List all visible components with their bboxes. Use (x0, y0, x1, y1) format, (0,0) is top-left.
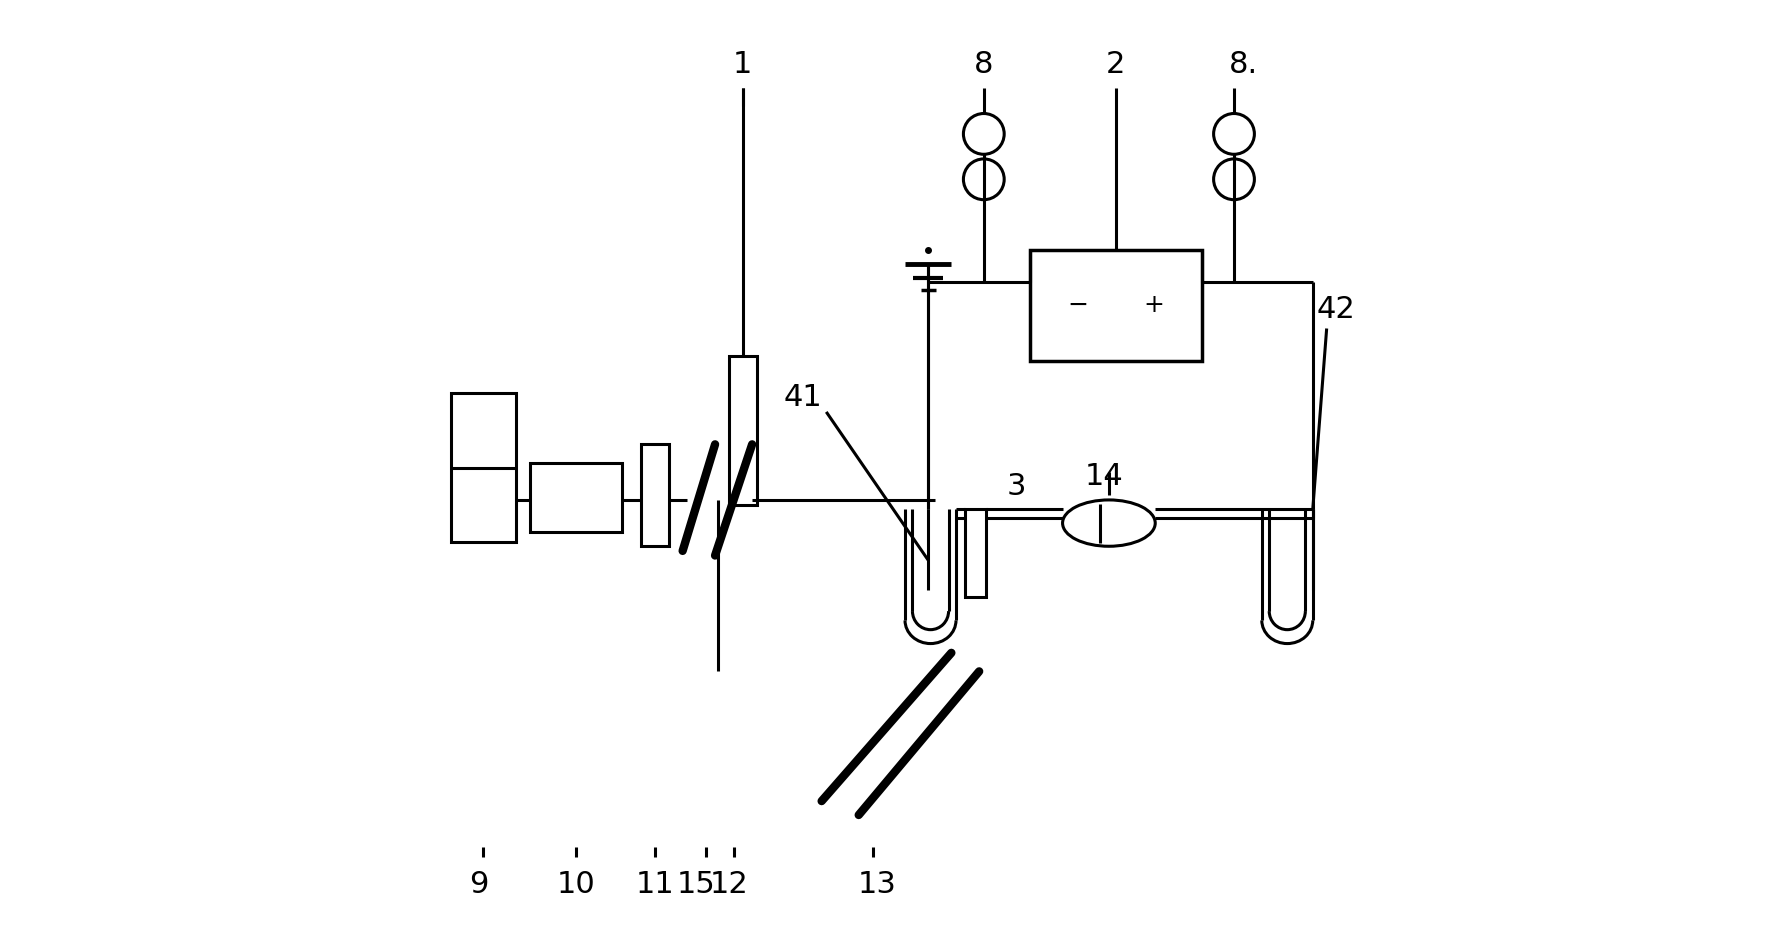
Text: 1: 1 (734, 50, 752, 79)
Ellipse shape (1062, 500, 1156, 546)
Text: 42: 42 (1317, 295, 1355, 324)
Bar (450, 394, 516, 541)
Text: 9: 9 (470, 870, 488, 899)
Text: 3: 3 (1007, 471, 1027, 500)
Text: +: + (1144, 294, 1165, 317)
Text: 8: 8 (973, 50, 993, 79)
Bar (965, 510, 986, 597)
Bar (530, 463, 622, 532)
Bar (729, 356, 757, 505)
Text: 11: 11 (635, 870, 674, 899)
Bar (640, 444, 668, 546)
Text: 13: 13 (858, 870, 897, 899)
Text: 41: 41 (784, 383, 823, 412)
Text: −: − (1067, 294, 1089, 317)
Text: 15: 15 (677, 870, 716, 899)
Text: 10: 10 (557, 870, 596, 899)
Text: 12: 12 (709, 870, 748, 899)
Text: 14: 14 (1085, 462, 1124, 491)
Bar (1030, 250, 1202, 361)
Text: 2: 2 (1106, 50, 1126, 79)
Text: 8.: 8. (1229, 50, 1257, 79)
